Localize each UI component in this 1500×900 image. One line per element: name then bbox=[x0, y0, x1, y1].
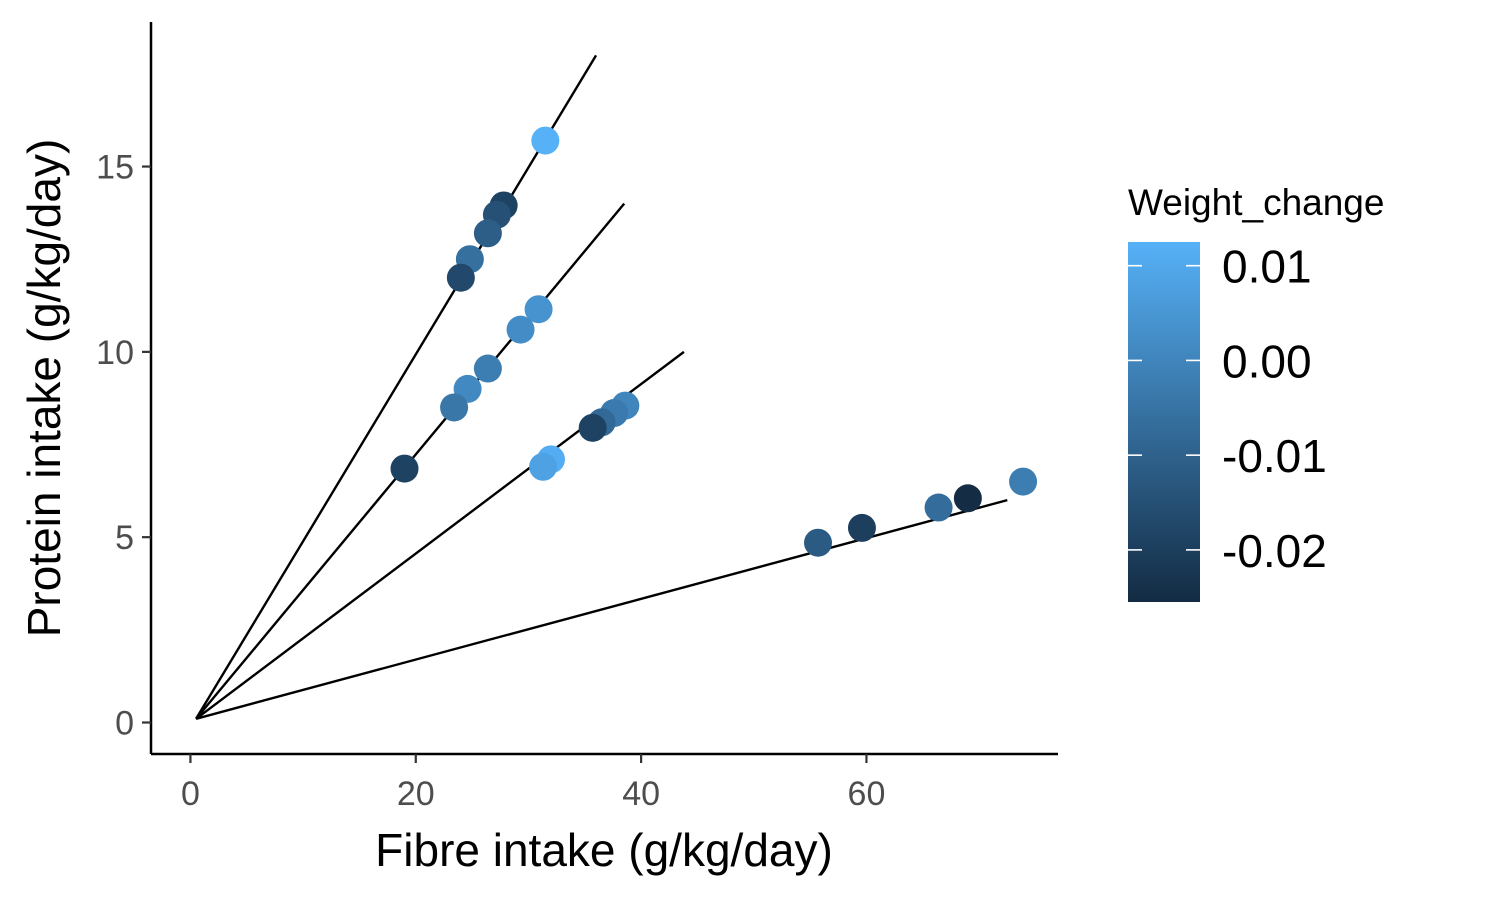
data-point bbox=[529, 452, 558, 481]
y-axis-ticks: 0 5 10 15 bbox=[96, 149, 151, 742]
x-axis-title: Fibre intake (g/kg/day) bbox=[375, 824, 833, 876]
data-point bbox=[473, 354, 502, 383]
data-point bbox=[578, 413, 607, 442]
reference-lines bbox=[195, 54, 1008, 720]
y-tick-label: 10 bbox=[96, 334, 134, 372]
reference-line-4 bbox=[195, 498, 1008, 720]
data-point bbox=[440, 393, 469, 422]
data-point bbox=[847, 513, 876, 542]
y-tick-label: 5 bbox=[115, 519, 134, 557]
data-point bbox=[506, 315, 535, 344]
data-point bbox=[953, 484, 982, 513]
legend-tick-label: -0.02 bbox=[1222, 525, 1327, 577]
y-axis-title: Protein intake (g/kg/day) bbox=[18, 139, 70, 638]
y-tick-label: 0 bbox=[115, 704, 134, 742]
x-axis-ticks: 0 20 40 60 bbox=[181, 754, 885, 813]
legend-tick-label: 0.00 bbox=[1222, 335, 1312, 387]
legend-tick-label: 0.01 bbox=[1222, 241, 1312, 293]
legend-ticks: 0.01 0.00 -0.01 -0.02 bbox=[1128, 241, 1327, 577]
legend-tick-label: -0.01 bbox=[1222, 430, 1327, 482]
y-tick-label: 15 bbox=[96, 149, 134, 187]
data-point bbox=[524, 295, 553, 324]
data-point bbox=[531, 126, 560, 155]
legend-title: Weight_change bbox=[1128, 182, 1384, 223]
color-legend: Weight_change 0.01 0.00 -0.01 -0.02 bbox=[1128, 182, 1384, 602]
data-point bbox=[473, 219, 502, 248]
x-tick-label: 20 bbox=[397, 775, 435, 813]
data-point bbox=[390, 454, 419, 483]
x-tick-label: 0 bbox=[181, 775, 200, 813]
x-tick-label: 60 bbox=[848, 775, 886, 813]
data-point bbox=[1009, 467, 1038, 496]
reference-line-1 bbox=[195, 54, 598, 720]
data-point bbox=[924, 493, 953, 522]
legend-colorbar bbox=[1128, 242, 1200, 602]
data-point bbox=[446, 263, 475, 292]
data-points bbox=[390, 126, 1038, 557]
x-tick-label: 40 bbox=[622, 775, 660, 813]
data-point bbox=[804, 528, 833, 557]
